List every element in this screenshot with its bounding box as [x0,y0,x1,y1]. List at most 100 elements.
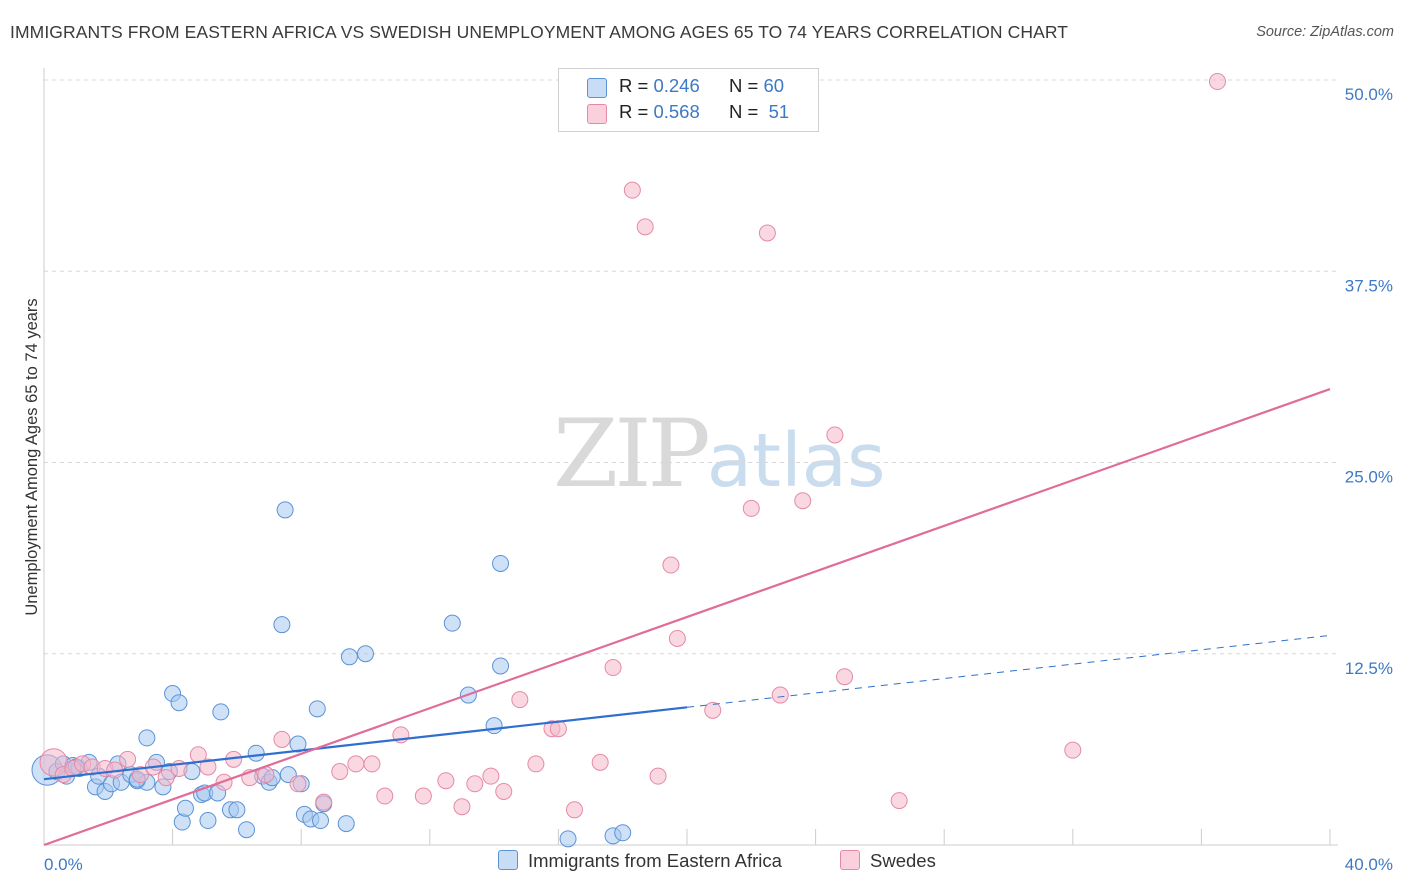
legend-n-label: N = [729,75,759,96]
legend-r-value: 0.246 [653,75,700,96]
data-point-immigrants [485,717,503,735]
data-point-swedes [742,499,760,517]
y-axis-label: Unemployment Among Ages 65 to 74 years [23,298,41,615]
data-point-swedes [649,767,667,785]
data-point-swedes [662,556,680,574]
x-tick-label: 0.0% [44,855,83,874]
data-point-swedes [836,668,854,686]
watermark-atlas: atlas [706,418,886,504]
data-point-swedes [1208,73,1226,91]
data-point-swedes [482,767,500,785]
x-tick-label: 40.0% [1345,855,1393,874]
data-point-swedes [591,753,609,771]
data-point-swedes [668,629,686,647]
data-point-swedes [794,492,812,510]
tick-labels: 12.5% 25.0% 37.5% 50.0% 0.0% 40.0% [44,85,1393,874]
data-point-swedes [376,787,394,805]
legend-n: N = 60 [729,75,784,97]
data-point-swedes [565,801,583,819]
data-point-swedes [826,426,844,444]
trend-line-swedes [43,388,1331,847]
watermark: ZIPatlas [553,400,886,509]
data-point-swedes [157,769,175,787]
legend-n-value: 51 [768,101,790,122]
data-point-swedes [273,730,291,748]
legend-swatch-blue [587,78,607,98]
data-point-immigrants [176,799,194,817]
data-point-swedes [495,782,513,800]
data-point-swedes [131,766,149,784]
data-point-immigrants [199,812,217,830]
trend-lines [43,388,1331,847]
y-tick-label: 12.5% [1345,659,1393,678]
data-point-swedes [704,701,722,719]
data-point-immigrants [276,501,294,519]
y-tick-label: 50.0% [1345,85,1393,104]
data-point-immigrants [614,824,632,842]
data-point-swedes [331,763,349,781]
data-point-immigrants [492,554,510,572]
legend-r-label: R = [619,75,649,96]
trend-line-immigrants [43,706,688,781]
data-point-swedes [527,755,545,773]
legend-n-value: 60 [763,75,785,96]
data-point-swedes [347,755,365,773]
bottom-legend-label: Immigrants from Eastern Africa [528,850,782,871]
bottom-legend-swatch-blue [498,850,518,870]
data-point-immigrants [170,694,188,712]
data-point-swedes [315,793,333,811]
data-point-immigrants [247,744,265,762]
data-point-immigrants [138,729,156,747]
data-point-swedes [363,755,381,773]
legend-r: R = 0.246 [619,75,700,97]
legend-r-value: 0.568 [653,101,700,122]
data-point-immigrants [337,815,355,833]
data-point-immigrants [443,614,461,632]
data-point-swedes [623,181,641,199]
data-point-swedes [119,750,137,768]
data-point-swedes [199,758,217,776]
data-point-immigrants [492,657,510,675]
y-tick-label: 37.5% [1345,276,1393,295]
legend-r-label: R = [619,101,649,122]
data-point-swedes [437,772,455,790]
data-point-immigrants [340,648,358,666]
data-point-immigrants [289,735,307,753]
trend-line-immigrants-extension [686,634,1331,708]
bottom-legend-immigrants: Immigrants from Eastern Africa [498,850,782,872]
data-point-swedes [771,686,789,704]
data-point-immigrants [212,703,230,721]
watermark-zip: ZIP [553,400,711,509]
bottom-legend-label: Swedes [870,850,936,871]
bottom-legend-swatch-pink [840,850,860,870]
data-point-immigrants [238,821,256,839]
data-point-swedes [1064,741,1082,759]
data-point-swedes [289,775,307,793]
axes [43,68,1338,846]
data-point-swedes [758,224,776,242]
data-point-swedes [414,787,432,805]
legend-r: R = 0.568 [619,101,700,123]
legend: R = 0.246 N = 60 R = 0.568 N = 51 [558,68,819,132]
data-point-immigrants [357,645,374,663]
data-point-immigrants [173,813,191,831]
data-point-immigrants [228,801,246,819]
legend-n: N = 51 [729,101,789,123]
data-point-immigrants [311,812,329,830]
legend-swatch-pink [587,104,607,124]
data-point-swedes [453,798,471,816]
data-point-immigrants [273,616,291,634]
series-swedes-points [39,73,1226,819]
data-point-swedes [636,218,654,236]
bottom-legend-swedes: Swedes [840,850,936,872]
y-tick-label: 25.0% [1345,468,1393,487]
source-label: Source: ZipAtlas.com [1256,24,1394,40]
data-point-swedes [604,659,622,677]
data-point-immigrants [308,700,326,718]
data-point-swedes [466,775,484,793]
data-point-immigrants [559,830,577,848]
grid [44,79,1338,655]
chart-title: IMMIGRANTS FROM EASTERN AFRICA VS SWEDIS… [10,22,1069,42]
data-point-swedes [890,792,908,810]
data-point-swedes [511,691,529,709]
